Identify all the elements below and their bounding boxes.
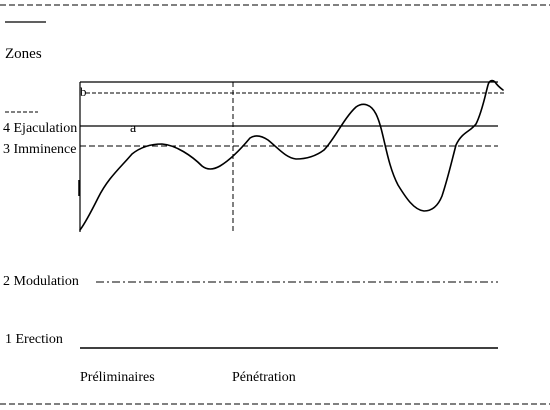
zone-4-label: 4 Ejaculation	[3, 121, 78, 136]
arousal-curve	[79, 79, 504, 231]
zones-heading: Zones	[5, 46, 42, 62]
marker-a: a	[130, 121, 137, 136]
zone-2-label: 2 Modulation	[3, 274, 79, 289]
zone-3-label: 3 Imminence	[3, 142, 77, 157]
phase-label-preliminaires: Préliminaires	[80, 370, 155, 385]
zone-1-label: 1 Erection	[5, 332, 63, 347]
marker-b: b	[80, 84, 87, 99]
phase-label-penetration: Pénétration	[232, 370, 296, 385]
